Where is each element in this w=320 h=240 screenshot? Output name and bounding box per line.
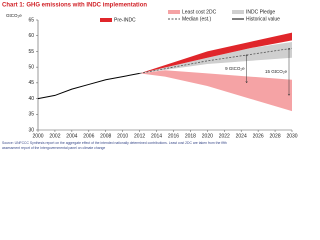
band xyxy=(139,32,292,74)
x-tick-label: 2002 xyxy=(49,133,60,139)
x-tick-label: 2006 xyxy=(83,133,94,139)
band xyxy=(139,42,292,74)
annotation-label: 9 GtCO₂e xyxy=(225,66,245,71)
legend-label: Median (est.) xyxy=(182,16,212,22)
line xyxy=(37,72,140,100)
band xyxy=(139,70,292,112)
source-note: Source: UNFCCC Synthesis report on the a… xyxy=(2,141,227,145)
arrow-head xyxy=(287,47,291,50)
x-tick-label: 2026 xyxy=(253,133,264,139)
x-tick-label: 2024 xyxy=(236,133,247,139)
legend-label: Pre-INDC xyxy=(114,17,136,23)
arrow-head xyxy=(245,81,248,84)
y-tick-label: 40 xyxy=(28,96,34,102)
x-tick-label: 2000 xyxy=(32,133,43,139)
y-tick-label: 35 xyxy=(28,112,34,118)
y-axis-label: GtCO₂e xyxy=(6,13,22,18)
x-tick-label: 2022 xyxy=(219,133,230,139)
y-tick-label: 50 xyxy=(28,64,34,70)
legend-swatch xyxy=(232,10,244,14)
y-tick-label: 60 xyxy=(28,33,34,39)
y-tick-label: 45 xyxy=(28,80,34,86)
annotation-label: 15 GtCO₂e xyxy=(265,69,288,74)
x-tick-label: 2010 xyxy=(117,133,128,139)
legend-swatch xyxy=(100,18,112,22)
legend-swatch xyxy=(168,10,180,14)
x-tick-label: 2014 xyxy=(151,133,162,139)
y-tick-label: 55 xyxy=(28,49,34,55)
x-tick-label: 2008 xyxy=(100,133,111,139)
arrow-head xyxy=(245,54,248,57)
x-tick-label: 2020 xyxy=(202,133,213,139)
legend-label: INDC Pledge xyxy=(246,9,275,15)
y-tick-label: 65 xyxy=(28,17,34,23)
chart-title: Chart 1: GHG emissions with INDC impleme… xyxy=(2,3,147,9)
median-line xyxy=(139,47,293,74)
x-tick-label: 2028 xyxy=(270,133,281,139)
x-tick-label: 2018 xyxy=(185,133,196,139)
x-tick-label: 2012 xyxy=(134,133,145,139)
legend-label: Historical value xyxy=(246,16,280,22)
chart: Chart 1: GHG emissions with INDC impleme… xyxy=(2,3,298,150)
x-tick-label: 2016 xyxy=(168,133,179,139)
legend-label: Least cost 2DC xyxy=(182,9,217,15)
arrow-head xyxy=(287,93,291,96)
x-tick-label: 2030 xyxy=(286,133,297,139)
source-note: assessment report of the Intergovernment… xyxy=(2,146,105,150)
y-tick-label: 30 xyxy=(28,127,34,133)
x-tick-label: 2004 xyxy=(66,133,77,139)
